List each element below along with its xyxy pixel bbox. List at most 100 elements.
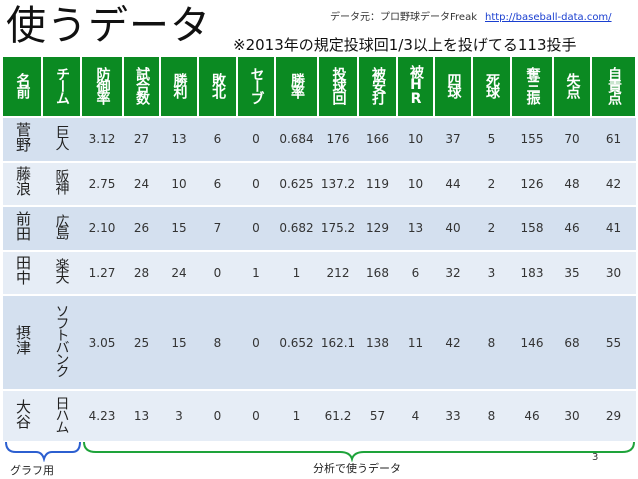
column-header: 死球 (472, 57, 512, 118)
table-body: 菅野 巨人 3.12 27 13 6 0 0.684 176 166 10 37 5 155 70 61 藤浪阪… (3, 117, 636, 443)
pitcher-name: 田中 (14, 255, 32, 286)
column-header-label: 名前 (14, 73, 31, 97)
team-name: ソフトバンク (53, 304, 70, 377)
stat-cell: 0.684 (275, 117, 318, 163)
stat-cell: 57 (358, 390, 397, 443)
pitcher-name: 前田 (14, 210, 32, 241)
stat-cell: 32 (434, 250, 472, 297)
analysis-use-brace (83, 441, 635, 462)
stat-cell: 44 (434, 161, 472, 208)
pitcher-name: 藤浪 (14, 166, 32, 197)
stat-cell: 40 (434, 206, 472, 252)
analysis-use-label: 分析で使うデータ (313, 462, 401, 475)
column-header-label: 四球 (445, 73, 462, 97)
stat-cell: 0 (237, 206, 275, 252)
column-header: 四球 (434, 57, 473, 118)
stat-cell: 137.2 (318, 161, 358, 208)
stat-cell: 0.652 (275, 295, 318, 392)
stat-cell: 0.682 (275, 206, 318, 252)
team-cell: 日ハム (42, 390, 81, 443)
stat-cell: 10 (397, 161, 434, 208)
table-row: 前田 広島 2.10 26 15 7 0 0.682 175.2 129 13 40 2 158 46 41 (3, 206, 636, 252)
team-cell: 阪神 (42, 161, 81, 208)
team-name: 広島 (53, 213, 70, 238)
stat-cell: 46 (511, 390, 553, 443)
stat-cell: 29 (591, 390, 636, 443)
stat-cell: 146 (511, 295, 553, 392)
stat-cell: 212 (318, 250, 358, 297)
stat-cell: 24 (123, 161, 160, 208)
stat-cell: 0 (237, 295, 275, 392)
stat-cell: 30 (553, 390, 591, 443)
table-row: 藤浪 阪神 2.75 24 10 6 0 0.625 137.2 119 10 44 2 126 48 42 (3, 161, 636, 208)
column-header: セーブ (237, 57, 276, 118)
team-cell: 広島 (42, 206, 81, 252)
stat-cell: 7 (198, 206, 237, 252)
stat-cell: 10 (397, 117, 434, 163)
team-name: 阪神 (53, 169, 70, 194)
stat-cell: 6 (198, 117, 237, 163)
stat-cell: 4 (397, 390, 434, 443)
stat-cell: 61 (591, 117, 636, 163)
team-name: 日ハム (53, 395, 70, 432)
stat-cell: 30 (591, 250, 636, 297)
pitcher-name-cell: 菅野 (3, 117, 42, 163)
data-source-link[interactable]: http://baseball-data.com/ (485, 12, 612, 23)
stat-cell: 119 (358, 161, 397, 208)
stat-cell: 126 (511, 161, 553, 208)
stat-cell: 2.10 (81, 206, 123, 252)
page-number: 3 (592, 452, 599, 463)
stat-cell: 2 (472, 206, 511, 252)
stat-cell: 4.23 (81, 390, 123, 443)
pitcher-name-cell: 田中 (3, 250, 42, 297)
stat-cell: 24 (160, 250, 198, 297)
stat-cell: 68 (553, 295, 591, 392)
pitcher-name-cell: 前田 (3, 206, 42, 252)
stat-cell: 10 (160, 161, 198, 208)
pitcher-name: 菅野 (14, 121, 32, 152)
stat-cell: 1 (237, 250, 275, 297)
table-row: 摂津 ソフトバンク 3.05 25 15 8 0 0.652 162.1 138 11 42 8 146 6… (3, 295, 636, 392)
stat-cell: 1.27 (81, 250, 123, 297)
column-header: 勝率 (275, 57, 319, 118)
column-header-label: 勝利 (171, 73, 188, 97)
stat-cell: 183 (511, 250, 553, 297)
stat-cell: 3.12 (81, 117, 123, 163)
stat-cell: 46 (553, 206, 591, 252)
page-title: 使うデータ (6, 3, 211, 49)
stat-cell: 70 (553, 117, 591, 163)
stat-cell: 27 (123, 117, 160, 163)
column-header-label: 被HR (408, 65, 424, 105)
stat-cell: 37 (434, 117, 472, 163)
column-header-label: 勝率 (289, 73, 305, 97)
column-header-label: 奪三振 (524, 67, 541, 103)
stat-cell: 6 (397, 250, 434, 297)
stat-cell: 8 (472, 295, 511, 392)
stat-cell: 0 (237, 117, 275, 163)
team-cell: ソフトバンク (42, 295, 81, 392)
stat-cell: 158 (511, 206, 553, 252)
stat-cell: 168 (358, 250, 397, 297)
table-row: 大谷 日ハム 4.23 13 3 0 0 1 61.2 57 4 33 8 46 30 29 (3, 390, 636, 443)
stat-cell: 35 (553, 250, 591, 297)
column-header: チーム (42, 57, 82, 118)
stat-cell: 6 (198, 161, 237, 208)
pitcher-name: 大谷 (14, 398, 32, 429)
stat-cell: 42 (591, 161, 636, 208)
stat-cell: 3.05 (81, 295, 123, 392)
stat-cell: 15 (160, 206, 198, 252)
team-name: 楽天 (53, 258, 70, 283)
stat-cell: 61.2 (318, 390, 358, 443)
stat-cell: 138 (358, 295, 397, 392)
column-header-label: 投球回 (330, 67, 347, 103)
column-header: 被安打 (358, 57, 398, 118)
stat-cell: 0 (237, 161, 275, 208)
stat-cell: 0.625 (275, 161, 318, 208)
team-name: 巨人 (53, 124, 70, 149)
data-source: データ元：プロ野球データFreak http://baseball-data.co… (330, 8, 612, 23)
stat-cell: 176 (318, 117, 358, 163)
column-header-label: 試合数 (134, 67, 150, 103)
graph-use-brace (5, 441, 81, 462)
subtitle: ※2013年の規定投球回1/3以上を投げてる113投手 (233, 36, 577, 54)
column-header: 試合数 (123, 57, 161, 118)
